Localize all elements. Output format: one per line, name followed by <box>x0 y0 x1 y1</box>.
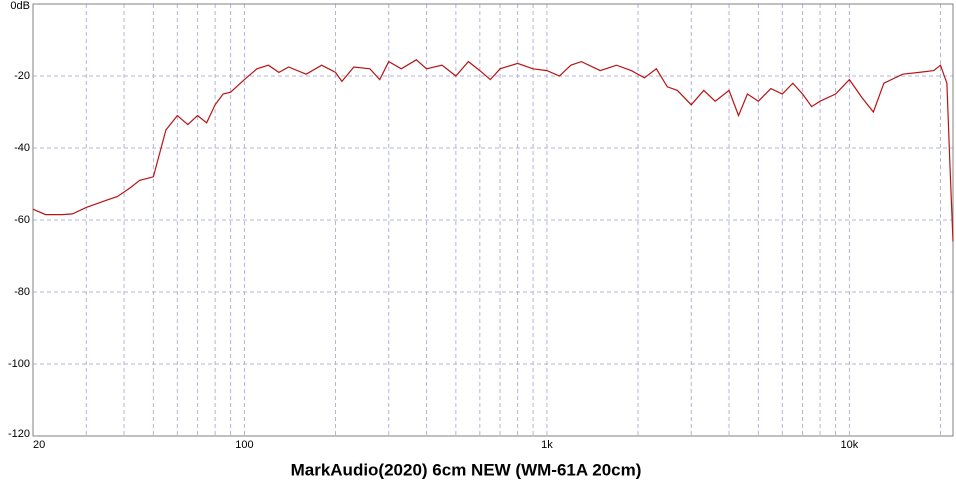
x-tick-label: 1k <box>541 439 553 451</box>
x-tick-label: 10k <box>841 439 859 451</box>
y-tick-label: -20 <box>14 70 30 82</box>
y-tick-label: -100 <box>8 358 30 370</box>
x-tick-label: 20 <box>33 439 45 451</box>
x-tick-label: 100 <box>235 439 253 451</box>
chart-title: MarkAudio(2020) 6cm NEW (WM-61A 20cm) <box>291 460 642 479</box>
y-tick-label: 0dB <box>10 0 30 12</box>
response-line <box>32 59 954 242</box>
y-tick-label: -120 <box>8 428 30 440</box>
y-tick-label: -60 <box>14 214 30 226</box>
plot-border <box>32 3 954 437</box>
plot-area <box>33 4 953 436</box>
y-tick-label: -80 <box>14 286 30 298</box>
y-tick-label: -40 <box>14 142 30 154</box>
